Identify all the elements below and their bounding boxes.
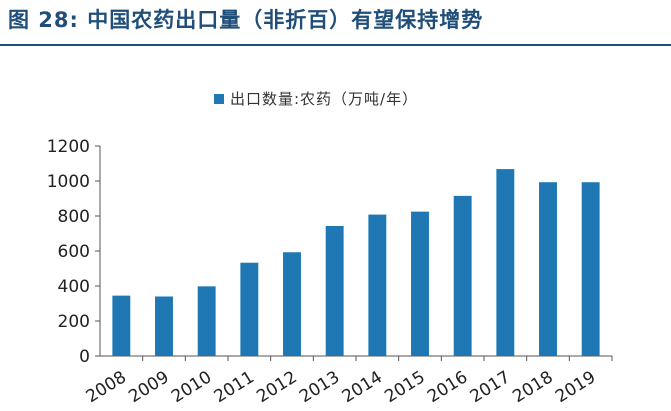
y-tick-label: 200 (58, 312, 90, 332)
y-tick-label: 600 (58, 242, 90, 262)
legend: 出口数量:农药（万吨/年） (214, 88, 418, 109)
bar-2015 (411, 211, 429, 356)
bar-2014 (368, 214, 387, 356)
x-tick-label-2011: 2011 (211, 367, 258, 407)
bar-2008 (112, 295, 131, 356)
x-tick-label-2019: 2019 (552, 367, 599, 407)
bar-2011 (240, 262, 259, 356)
bar-2019 (581, 182, 600, 356)
x-tick-label-2014: 2014 (339, 367, 386, 407)
x-tick-label-2009: 2009 (125, 367, 172, 407)
y-tick-label: 1000 (47, 172, 90, 192)
bar-2010 (197, 286, 216, 356)
legend-swatch (214, 93, 224, 104)
bar-2009 (155, 296, 173, 356)
x-tick-label-2018: 2018 (509, 367, 556, 407)
figure-title: 图 28: 中国农药出口量（非折百）有望保持增势 (8, 8, 484, 32)
y-tick-label: 0 (79, 347, 90, 367)
bar-2013 (325, 225, 344, 356)
x-tick-label-2010: 2010 (168, 367, 215, 407)
bar-2017 (496, 169, 515, 356)
x-tick-label-2016: 2016 (424, 367, 471, 407)
y-tick-label: 800 (58, 207, 90, 227)
bar-2016 (453, 195, 472, 356)
title-divider (0, 44, 671, 46)
x-tick-label-2008: 2008 (83, 367, 130, 407)
y-tick-label: 1200 (47, 137, 90, 157)
x-tick-label-2015: 2015 (381, 367, 428, 407)
y-tick-label: 400 (58, 277, 90, 297)
x-tick-label-2013: 2013 (296, 367, 343, 407)
bar-2018 (539, 182, 557, 356)
x-tick-label-2012: 2012 (253, 367, 300, 407)
legend-label: 出口数量:农药（万吨/年） (230, 90, 419, 108)
bar-2012 (283, 252, 301, 356)
x-tick-label-2017: 2017 (467, 367, 514, 407)
